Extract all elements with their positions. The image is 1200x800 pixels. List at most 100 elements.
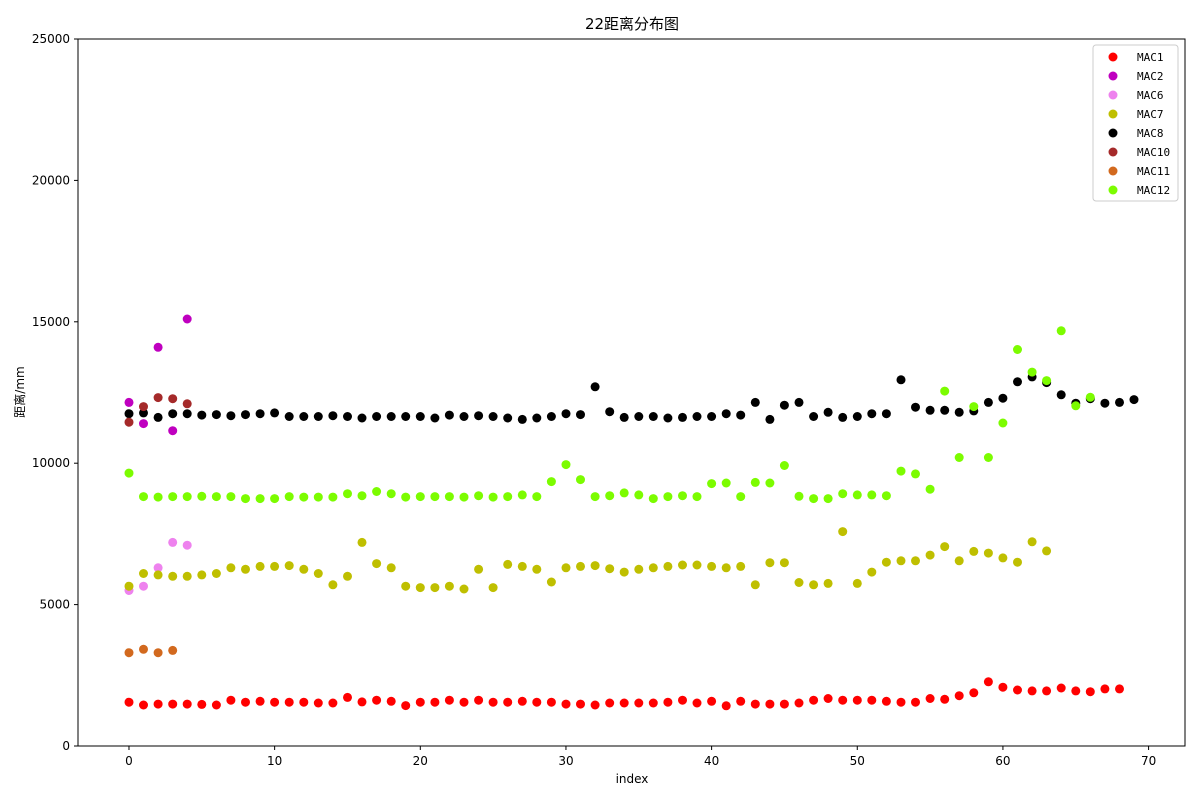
point-mac12-7 bbox=[226, 492, 236, 502]
point-mac8-48 bbox=[823, 407, 833, 417]
point-mac8-57 bbox=[954, 407, 964, 417]
point-mac8-0 bbox=[124, 409, 134, 419]
point-mac1-34 bbox=[619, 698, 629, 708]
point-mac12-40 bbox=[707, 479, 717, 489]
point-mac1-4 bbox=[182, 699, 192, 709]
point-mac12-2 bbox=[153, 492, 163, 502]
point-mac7-16 bbox=[357, 537, 367, 547]
point-mac11-2 bbox=[153, 648, 163, 658]
point-mac7-50 bbox=[852, 578, 862, 588]
point-mac7-39 bbox=[692, 560, 702, 570]
x-tick-label: 0 bbox=[125, 754, 133, 768]
point-mac1-7 bbox=[226, 695, 236, 705]
point-mac1-44 bbox=[765, 699, 775, 709]
point-mac1-47 bbox=[809, 695, 819, 705]
point-mac12-12 bbox=[299, 492, 309, 502]
point-mac7-47 bbox=[809, 580, 819, 590]
point-mac8-19 bbox=[401, 412, 411, 421]
point-mac12-13 bbox=[313, 492, 323, 502]
point-mac8-59 bbox=[983, 397, 993, 407]
point-mac1-68 bbox=[1115, 684, 1124, 694]
point-mac12-3 bbox=[168, 492, 178, 502]
point-mac1-10 bbox=[270, 697, 280, 707]
point-mac8-18 bbox=[386, 412, 396, 421]
point-mac10-3 bbox=[168, 394, 178, 404]
point-mac7-24 bbox=[474, 564, 484, 574]
point-mac7-35 bbox=[634, 564, 644, 574]
point-mac12-45 bbox=[779, 461, 789, 470]
point-mac12-58 bbox=[969, 402, 979, 412]
point-mac8-20 bbox=[415, 412, 425, 421]
legend-marker-mac1 bbox=[1108, 52, 1118, 62]
point-mac8-30 bbox=[561, 409, 571, 419]
point-mac7-4 bbox=[182, 571, 192, 581]
point-mac7-40 bbox=[707, 561, 717, 571]
point-mac6-4 bbox=[182, 540, 192, 550]
point-mac12-39 bbox=[692, 492, 702, 502]
point-mac12-54 bbox=[911, 469, 920, 479]
point-mac7-23 bbox=[459, 584, 469, 594]
point-mac8-42 bbox=[736, 410, 746, 420]
point-mac7-2 bbox=[153, 570, 163, 580]
point-mac7-38 bbox=[678, 560, 687, 570]
point-mac1-20 bbox=[415, 697, 425, 707]
point-mac8-1 bbox=[139, 408, 148, 418]
point-mac1-63 bbox=[1042, 686, 1052, 696]
point-mac7-1 bbox=[139, 569, 148, 578]
point-mac8-24 bbox=[474, 411, 484, 421]
point-mac1-54 bbox=[911, 697, 920, 707]
point-mac12-20 bbox=[415, 492, 425, 502]
point-mac7-31 bbox=[576, 561, 585, 571]
plot-frame bbox=[77, 38, 1186, 747]
point-mac8-7 bbox=[226, 411, 236, 421]
point-mac1-25 bbox=[488, 697, 498, 707]
point-mac12-5 bbox=[197, 491, 207, 501]
point-mac8-43 bbox=[750, 397, 760, 407]
point-mac7-0 bbox=[124, 581, 134, 591]
point-mac8-55 bbox=[925, 405, 935, 415]
point-mac1-18 bbox=[386, 696, 396, 706]
point-mac10-2 bbox=[153, 393, 163, 403]
point-mac1-36 bbox=[648, 698, 658, 708]
point-mac12-26 bbox=[503, 492, 513, 502]
point-mac8-26 bbox=[503, 413, 513, 423]
point-mac12-21 bbox=[430, 492, 440, 502]
point-mac1-65 bbox=[1071, 686, 1081, 696]
point-mac1-56 bbox=[940, 694, 950, 704]
point-mac7-32 bbox=[590, 561, 600, 571]
point-mac1-0 bbox=[124, 697, 134, 707]
point-mac12-16 bbox=[357, 491, 367, 501]
point-mac7-45 bbox=[779, 558, 789, 568]
point-mac7-42 bbox=[736, 561, 746, 571]
point-mac8-61 bbox=[1013, 377, 1022, 387]
point-mac1-3 bbox=[168, 699, 178, 709]
point-mac8-50 bbox=[852, 412, 862, 421]
point-mac1-53 bbox=[896, 697, 906, 707]
point-mac1-28 bbox=[532, 697, 542, 707]
point-mac8-60 bbox=[998, 393, 1008, 403]
point-mac1-22 bbox=[444, 695, 454, 705]
y-tick-label: 5000 bbox=[39, 598, 70, 612]
point-mac7-6 bbox=[211, 569, 221, 578]
point-mac7-46 bbox=[794, 578, 804, 587]
point-mac12-31 bbox=[576, 475, 585, 485]
point-mac8-13 bbox=[313, 412, 323, 421]
point-mac1-58 bbox=[969, 688, 979, 698]
legend-label-mac7: MAC7 bbox=[1137, 108, 1164, 121]
point-mac1-39 bbox=[692, 698, 702, 708]
point-mac12-57 bbox=[954, 453, 964, 462]
point-mac7-63 bbox=[1042, 546, 1052, 556]
point-mac1-38 bbox=[678, 695, 687, 705]
point-mac12-15 bbox=[343, 489, 352, 499]
plot-points bbox=[124, 314, 1139, 711]
legend-marker-mac6 bbox=[1108, 90, 1118, 100]
point-mac12-28 bbox=[532, 492, 542, 502]
point-mac7-49 bbox=[838, 527, 848, 537]
point-mac1-14 bbox=[328, 698, 338, 708]
point-mac12-9 bbox=[255, 494, 265, 504]
point-mac8-47 bbox=[809, 412, 819, 421]
point-mac2-3 bbox=[168, 426, 178, 436]
point-mac8-17 bbox=[372, 412, 382, 421]
point-mac7-58 bbox=[969, 546, 979, 556]
point-mac8-45 bbox=[779, 400, 789, 410]
